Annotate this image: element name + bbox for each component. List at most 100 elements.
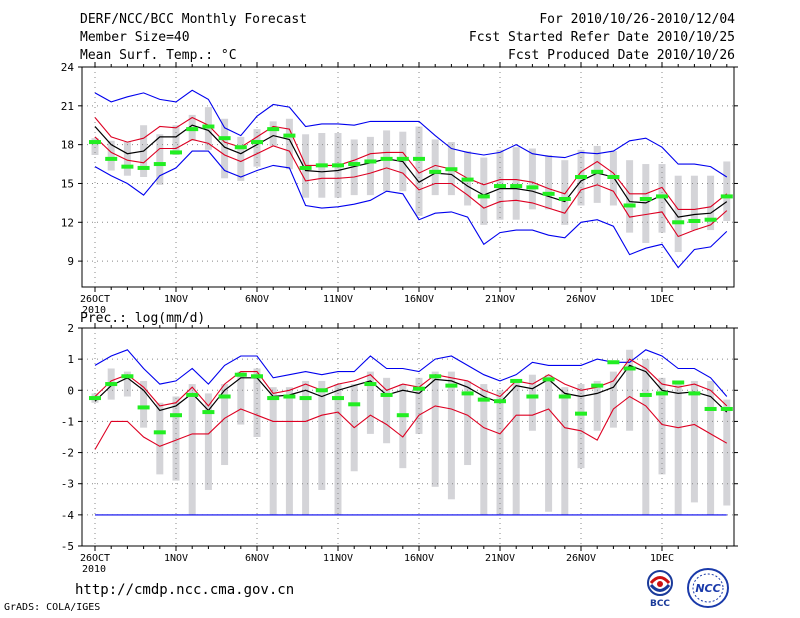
- member-range-bar: [593, 380, 601, 431]
- observed-marker: [445, 383, 458, 388]
- x-tick-label: 6NOV: [245, 294, 269, 305]
- member-range-bar: [221, 384, 229, 466]
- observed-marker: [704, 217, 717, 222]
- ncc-logo: NCC: [686, 567, 730, 609]
- chart-title: DERF/NCC/BCC Monthly Forecast: [80, 12, 307, 27]
- observed-marker: [348, 402, 361, 407]
- observed-marker: [396, 156, 409, 161]
- observed-marker: [413, 386, 425, 391]
- observed-marker: [234, 145, 247, 150]
- member-range-bar: [512, 147, 520, 220]
- member-range-bar: [690, 175, 698, 231]
- observed-marker: [461, 391, 474, 396]
- member-range-bar: [366, 371, 374, 434]
- x-tick-label: 11NOV: [323, 553, 353, 564]
- ensemble-min-line: [94, 150, 728, 269]
- member-range-bar: [674, 380, 682, 515]
- observed-marker: [332, 396, 344, 401]
- footer-url[interactable]: http://cmdp.ncc.cma.gov.cn: [75, 582, 295, 598]
- upper-bound-line: [94, 116, 728, 210]
- observed-marker: [656, 391, 668, 396]
- observed-marker: [477, 194, 490, 199]
- member-range-bar: [577, 384, 585, 469]
- x-tick-label: 21NOV: [485, 294, 515, 305]
- observed-marker: [267, 396, 280, 401]
- observed-marker: [186, 392, 199, 397]
- y-tick-label: -1: [61, 415, 74, 428]
- y-tick-label: 21: [61, 100, 74, 113]
- observed-marker: [396, 413, 409, 418]
- observed-marker: [688, 219, 701, 223]
- forecast-period: For 2010/10/26-2010/12/04: [539, 12, 735, 27]
- bcc-logo: BCC: [640, 568, 680, 609]
- observed-marker: [607, 175, 620, 179]
- member-range-bar: [237, 371, 245, 425]
- x-tick-label: 26NOV: [566, 294, 596, 305]
- y-tick-label: 2: [67, 322, 74, 335]
- observed-marker: [153, 162, 166, 167]
- x-year-label: 2010: [82, 305, 106, 316]
- member-range-bar: [480, 384, 488, 515]
- upper-bound-line: [94, 358, 728, 407]
- observed-marker: [234, 372, 247, 377]
- x-tick-label: 1DEC: [650, 294, 674, 305]
- observed-marker: [542, 191, 555, 196]
- member-range-bar: [204, 393, 212, 490]
- x-tick-label: 6NOV: [245, 553, 269, 564]
- member-range-bar: [91, 138, 99, 155]
- y-tick-label: 24: [61, 61, 75, 74]
- observed-marker: [477, 397, 490, 402]
- x-tick-label: 26OCT: [80, 294, 110, 305]
- y-tick-label: -3: [61, 478, 74, 491]
- member-range-bar: [123, 142, 131, 176]
- observed-marker: [429, 374, 442, 379]
- member-range-bar: [285, 118, 293, 170]
- x-tick-label: 1NOV: [164, 553, 188, 564]
- svg-text:NCC: NCC: [695, 582, 720, 595]
- member-range-bar: [593, 145, 601, 203]
- observed-marker: [218, 394, 231, 399]
- observed-marker: [137, 165, 150, 170]
- observed-marker: [639, 392, 652, 397]
- member-range-bar: [609, 371, 617, 428]
- observed-marker: [607, 360, 620, 365]
- observed-marker: [348, 162, 361, 167]
- observed-marker: [720, 194, 733, 199]
- precip-panel: -5 -4 -3 -2 -1 0 1 2 26OCT 1NOV 6NOV 11NOV 16NOV 21NO…: [61, 322, 738, 575]
- observed-marker: [315, 163, 328, 168]
- y-tick-label: -5: [61, 540, 74, 553]
- x-tick-label: 1DEC: [650, 553, 674, 564]
- x-tick-label: 16NOV: [404, 294, 434, 305]
- x-tick-label: 21NOV: [485, 553, 515, 564]
- observed-marker: [623, 203, 636, 208]
- observed-marker: [315, 388, 328, 393]
- observed-marker: [704, 406, 717, 411]
- member-range-bar: [480, 157, 488, 225]
- member-range-bar: [707, 175, 715, 231]
- observed-marker: [639, 197, 652, 201]
- observed-marker: [413, 156, 425, 161]
- observed-marker: [218, 136, 231, 141]
- member-range-bar: [642, 164, 650, 243]
- observed-marker: [89, 396, 101, 401]
- observed-marker: [445, 167, 458, 172]
- observed-marker: [121, 164, 134, 169]
- x-tick-label: 1NOV: [164, 294, 188, 305]
- observed-marker: [575, 175, 587, 179]
- member-range-bar: [253, 368, 261, 437]
- observed-marker: [283, 394, 296, 399]
- observed-marker: [461, 177, 474, 182]
- y-tick-label: 0: [67, 384, 74, 397]
- ensemble-mean-line: [94, 124, 728, 218]
- member-range-bar: [528, 148, 536, 210]
- member-range-bar: [123, 371, 131, 397]
- member-range-bar: [723, 161, 731, 221]
- observed-marker: [299, 396, 312, 401]
- member-range-bar: [350, 139, 358, 196]
- observed-marker: [672, 380, 685, 385]
- x-year-label: 2010: [82, 564, 106, 575]
- member-range-bar: [415, 126, 423, 216]
- observed-marker: [202, 410, 215, 415]
- observed-marker: [380, 392, 393, 397]
